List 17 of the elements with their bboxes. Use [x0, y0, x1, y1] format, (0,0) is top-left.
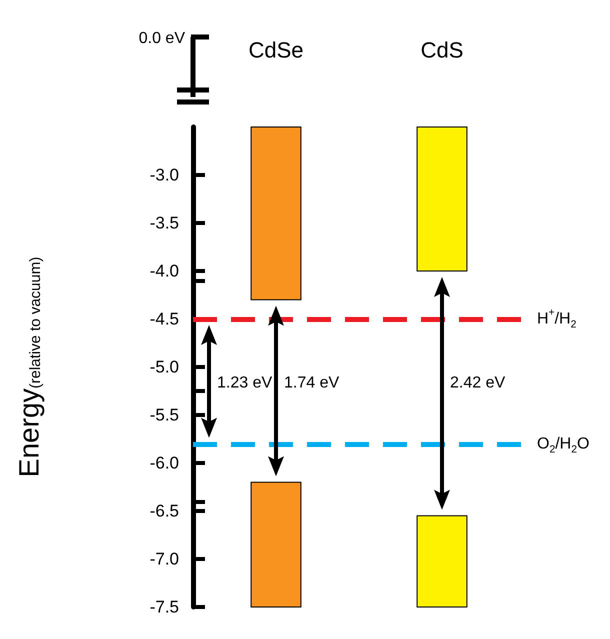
y-tick-label: -5.0 [150, 358, 179, 376]
y-axis-title: Energy(relative to vacuum) [14, 256, 44, 478]
y-tick-label: -6.0 [150, 454, 179, 472]
y-tick-label: -4.5 [150, 310, 179, 328]
y-tick-label: -3.0 [150, 166, 179, 184]
x-tick-label: CdS [420, 38, 464, 62]
y-tick-label: -7.0 [150, 550, 179, 568]
annotation: 2.42 eV [450, 374, 506, 392]
x-tick-label: CdSe [248, 38, 304, 62]
y-tick-label: -3.5 [150, 214, 179, 232]
y-tick-label: -4.0 [150, 262, 179, 280]
y-tick-label: -7.5 [150, 598, 179, 616]
y-tick-label: -5.5 [150, 406, 179, 424]
annotation: 1.74 eV [284, 374, 340, 392]
text: 0.0 eV [138, 30, 186, 47]
y-tick-label: -6.5 [150, 502, 179, 520]
annotation: 1.23 eV [217, 374, 272, 392]
